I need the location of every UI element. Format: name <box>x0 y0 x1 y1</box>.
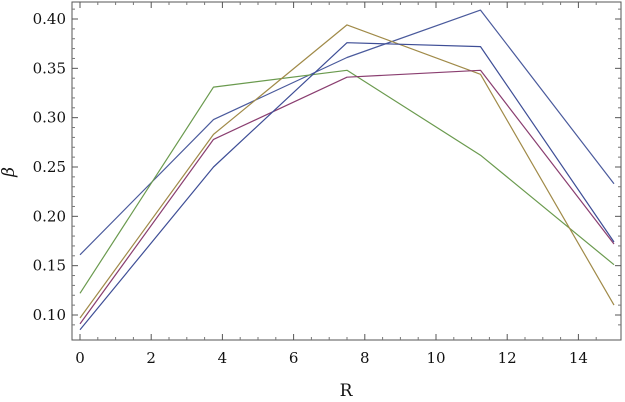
y-axis-ticks: 0.10 0.15 0.20 0.25 0.30 0.35 0.40 <box>33 8 621 326</box>
series-line-5 <box>79 42 615 331</box>
x-axis-ticks: 0 2 4 6 8 10 12 14 <box>75 2 597 367</box>
y-tick-label: 0.15 <box>33 257 66 275</box>
x-tick-label: 10 <box>426 349 445 367</box>
x-tick-label: 2 <box>146 349 156 367</box>
y-axis-label: β <box>0 167 19 178</box>
y-tick-label: 0.40 <box>33 10 66 28</box>
series-line-2 <box>79 69 615 294</box>
series-line-3 <box>79 24 615 319</box>
x-tick-label: 8 <box>360 349 370 367</box>
series-line-4 <box>79 69 615 325</box>
x-tick-label: 4 <box>218 349 228 367</box>
x-axis-label: R <box>340 381 354 401</box>
series-line-1 <box>79 9 615 256</box>
x-tick-label: 12 <box>498 349 517 367</box>
y-tick-label: 0.10 <box>33 306 66 324</box>
y-tick-label: 0.30 <box>33 109 66 127</box>
y-tick-label: 0.20 <box>33 207 66 225</box>
x-tick-label: 6 <box>289 349 299 367</box>
y-tick-label: 0.35 <box>33 59 66 77</box>
series-lines <box>79 9 615 331</box>
x-tick-label: 0 <box>75 349 85 367</box>
y-tick-label: 0.25 <box>33 158 66 176</box>
x-tick-label: 14 <box>569 349 588 367</box>
plot-frame <box>71 1 622 341</box>
